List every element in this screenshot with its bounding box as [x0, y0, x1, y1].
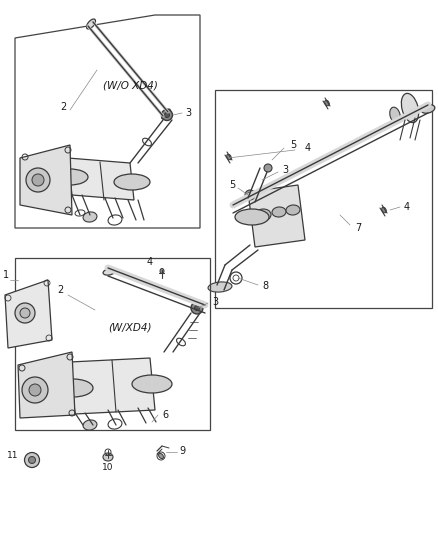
- Ellipse shape: [421, 104, 435, 114]
- Polygon shape: [70, 358, 155, 414]
- Text: 11: 11: [7, 451, 18, 461]
- Text: 5: 5: [290, 140, 296, 150]
- Ellipse shape: [381, 207, 386, 213]
- Text: 6: 6: [162, 410, 168, 420]
- Ellipse shape: [160, 269, 164, 273]
- Circle shape: [162, 109, 173, 120]
- Circle shape: [245, 190, 255, 200]
- Circle shape: [25, 453, 39, 467]
- Ellipse shape: [114, 174, 150, 190]
- Ellipse shape: [325, 100, 329, 106]
- Polygon shape: [20, 145, 72, 215]
- Circle shape: [20, 308, 30, 318]
- Ellipse shape: [132, 375, 172, 393]
- Text: 2: 2: [60, 102, 66, 112]
- Ellipse shape: [103, 453, 113, 461]
- Ellipse shape: [103, 269, 115, 275]
- Ellipse shape: [208, 282, 232, 292]
- Text: 9: 9: [179, 446, 185, 456]
- Circle shape: [28, 456, 35, 464]
- Ellipse shape: [87, 19, 95, 29]
- Circle shape: [194, 305, 199, 311]
- Polygon shape: [5, 280, 52, 348]
- Circle shape: [32, 174, 44, 186]
- Circle shape: [165, 112, 170, 117]
- Polygon shape: [18, 352, 75, 418]
- Text: 1: 1: [3, 270, 9, 280]
- Ellipse shape: [235, 209, 269, 225]
- Text: 4: 4: [147, 257, 153, 267]
- Ellipse shape: [401, 93, 419, 123]
- Text: 7: 7: [355, 223, 361, 233]
- Circle shape: [247, 192, 252, 198]
- Ellipse shape: [390, 107, 400, 123]
- Ellipse shape: [159, 454, 163, 458]
- Ellipse shape: [83, 420, 97, 430]
- Text: 3: 3: [185, 108, 191, 118]
- Ellipse shape: [227, 154, 231, 160]
- Ellipse shape: [286, 205, 300, 215]
- Ellipse shape: [53, 379, 93, 397]
- Circle shape: [264, 164, 272, 172]
- Text: 2: 2: [57, 285, 63, 295]
- Text: 4: 4: [404, 202, 410, 212]
- Ellipse shape: [255, 209, 271, 221]
- Circle shape: [29, 384, 41, 396]
- Ellipse shape: [52, 169, 88, 185]
- Text: (W/O XD4): (W/O XD4): [102, 80, 157, 90]
- Ellipse shape: [272, 207, 286, 217]
- Polygon shape: [248, 185, 305, 247]
- Text: (W/XD4): (W/XD4): [108, 323, 152, 333]
- Text: 3: 3: [282, 165, 288, 175]
- Circle shape: [26, 168, 50, 192]
- Circle shape: [191, 302, 203, 314]
- Text: 10: 10: [102, 463, 114, 472]
- Text: 4: 4: [305, 143, 311, 153]
- Ellipse shape: [83, 212, 97, 222]
- Text: 5: 5: [229, 180, 235, 190]
- Circle shape: [15, 303, 35, 323]
- Polygon shape: [68, 158, 134, 200]
- Text: 3: 3: [212, 297, 218, 307]
- Text: 8: 8: [262, 281, 268, 291]
- Circle shape: [22, 377, 48, 403]
